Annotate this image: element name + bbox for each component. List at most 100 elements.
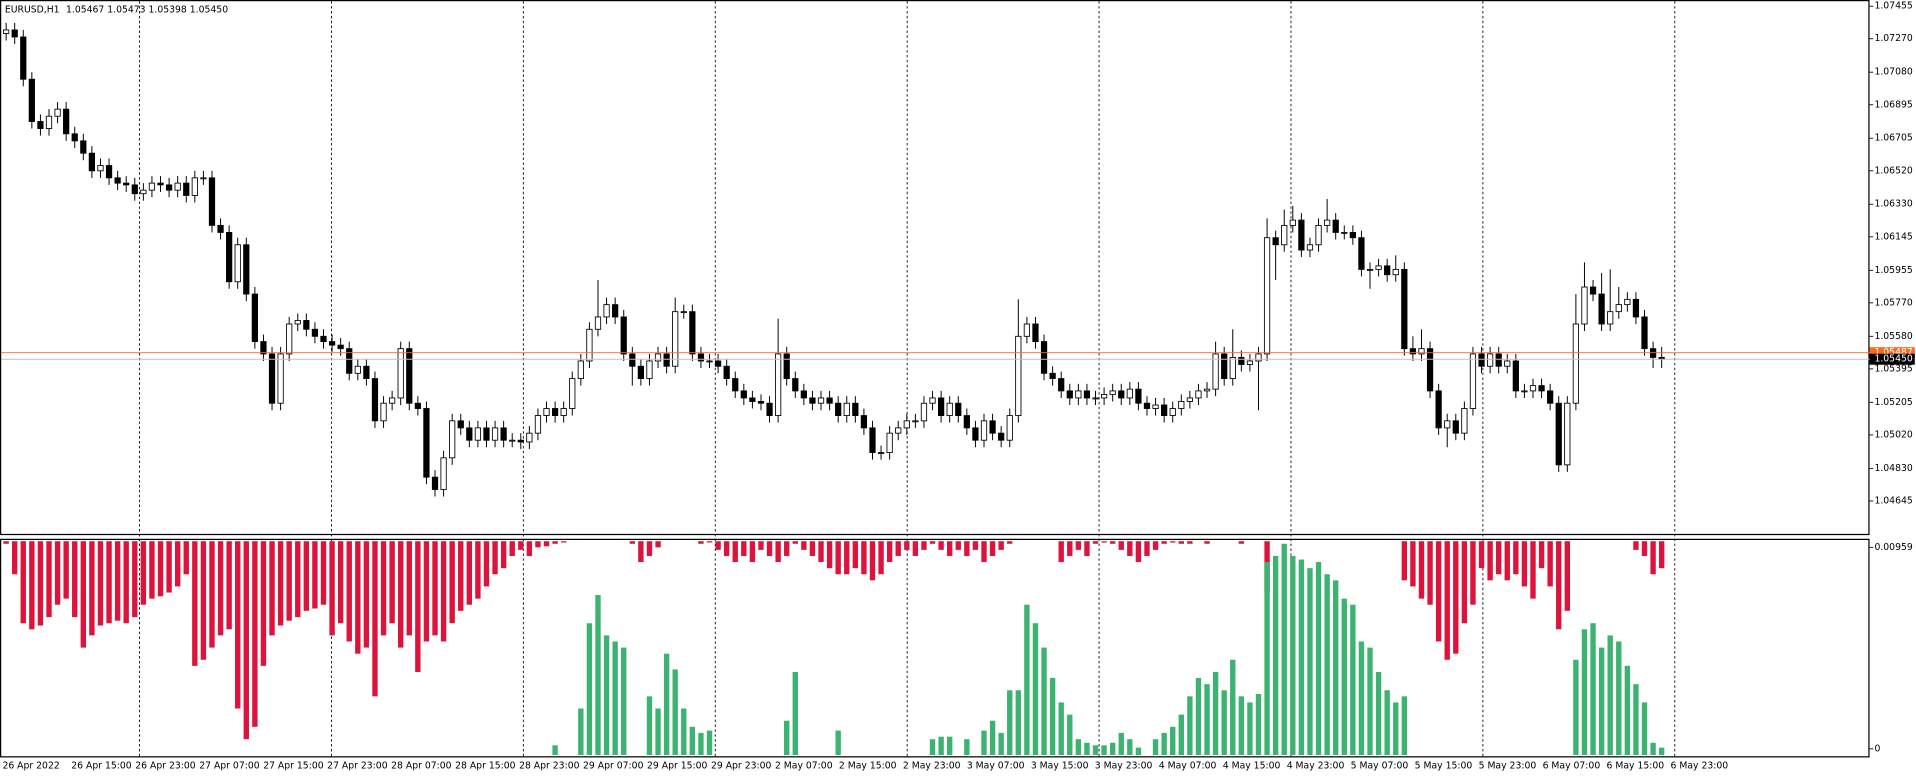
candle-body [912, 420, 919, 423]
indicator-pane-border [0, 538, 1870, 758]
histogram-bar [586, 623, 593, 756]
histogram-bar [723, 541, 730, 556]
candle-body [71, 133, 78, 142]
candle-body [45, 115, 53, 129]
histogram-bar [603, 635, 610, 756]
candle-body [183, 182, 190, 196]
histogram-bar [1118, 541, 1124, 550]
candle-body [543, 408, 550, 416]
histogram-bar [621, 647, 627, 756]
histogram-bar [1238, 696, 1245, 756]
x-tick-label: 27 Apr 15:00 [263, 761, 324, 772]
candle-body [697, 353, 705, 362]
histogram-bar [706, 541, 713, 543]
candle-body [1478, 353, 1485, 367]
candle-body [303, 320, 310, 330]
histogram-bar [1024, 604, 1030, 756]
histogram-bar [389, 541, 395, 624]
candle-body [1366, 268, 1374, 271]
candle-body [1589, 286, 1597, 295]
candle-body [1315, 224, 1322, 246]
y-tick-label: 1.05395 [1874, 363, 1912, 374]
histogram-bar [3, 541, 9, 544]
histogram-bar [1058, 702, 1064, 756]
histogram-bar [286, 541, 292, 621]
x-tick-label: 3 May 15:00 [1031, 761, 1089, 772]
candle-body [1624, 298, 1631, 306]
histogram-bar [835, 541, 841, 575]
candle-body [243, 244, 250, 295]
histogram-bar [964, 541, 970, 556]
x-tick-label: 29 Apr 15:00 [647, 761, 708, 772]
histogram-bar [852, 541, 859, 569]
histogram-bar [149, 541, 155, 599]
histogram-bar [784, 541, 790, 556]
candle-body [389, 397, 396, 404]
histogram-bar [46, 541, 52, 618]
candle-body [1109, 390, 1116, 395]
candle-body [1049, 372, 1056, 380]
candle-body [1118, 390, 1125, 399]
price-tag-label: 1.05450 [1874, 354, 1912, 365]
candle-body [320, 335, 327, 343]
candle-body [929, 397, 936, 404]
candle-body [234, 244, 241, 283]
y2-tick-label: 0 [1874, 743, 1880, 754]
histogram-bar [114, 541, 121, 621]
histogram-bar [1015, 690, 1022, 756]
histogram-bar [646, 696, 653, 756]
histogram-bar [1127, 739, 1133, 756]
x-tick-label: 4 May 23:00 [1287, 761, 1345, 772]
candle-body [1178, 401, 1185, 409]
candle-body [200, 177, 207, 180]
x-tick-label: 29 Apr 23:00 [711, 761, 772, 772]
candle-body [1083, 390, 1091, 399]
histogram-bar [432, 541, 438, 636]
histogram-bar [1187, 541, 1193, 544]
histogram-bar [672, 669, 678, 756]
candle-body [97, 165, 104, 172]
histogram-bar [1624, 665, 1631, 756]
histogram-bar [775, 541, 781, 563]
candle-body [1221, 353, 1228, 380]
histogram-bar [981, 730, 987, 756]
histogram-bar [1127, 541, 1133, 556]
histogram-bar [260, 541, 267, 666]
histogram-bar [1401, 696, 1408, 756]
candle-body [551, 408, 559, 416]
histogram-bar [1272, 555, 1279, 756]
histogram-bar [947, 736, 953, 756]
histogram-bar [1041, 647, 1047, 756]
histogram-bar [466, 541, 473, 605]
histogram-bar [509, 541, 515, 556]
candle-body [1564, 402, 1571, 466]
x-tick-label: 4 May 07:00 [1159, 761, 1217, 772]
candle-body [1324, 219, 1331, 226]
candle-body [577, 360, 584, 380]
histogram-bar [955, 541, 961, 550]
histogram-bar [157, 541, 164, 597]
candle-body [569, 378, 576, 409]
candle-body [440, 457, 447, 490]
candle-body [457, 420, 464, 429]
histogram-bar [1513, 541, 1519, 575]
candle-body [757, 401, 765, 404]
candle-body [165, 184, 173, 191]
candle-body [491, 427, 499, 441]
candle-body [1126, 388, 1133, 399]
candle-body [414, 402, 421, 409]
y-tick-label: 1.05770 [1874, 297, 1912, 308]
histogram-bar [826, 541, 833, 569]
histogram-bar [1135, 747, 1142, 756]
candle-body [260, 341, 267, 355]
candle-body [1100, 393, 1108, 399]
candle-body [1461, 408, 1468, 434]
histogram-bar [492, 541, 498, 575]
candle-body [1401, 268, 1408, 350]
candle-body [895, 427, 902, 434]
histogram-bar [1118, 732, 1124, 756]
candle-body [594, 316, 602, 330]
candle-body [1555, 402, 1562, 466]
histogram-bar [526, 541, 533, 556]
histogram-bar [1170, 541, 1176, 543]
